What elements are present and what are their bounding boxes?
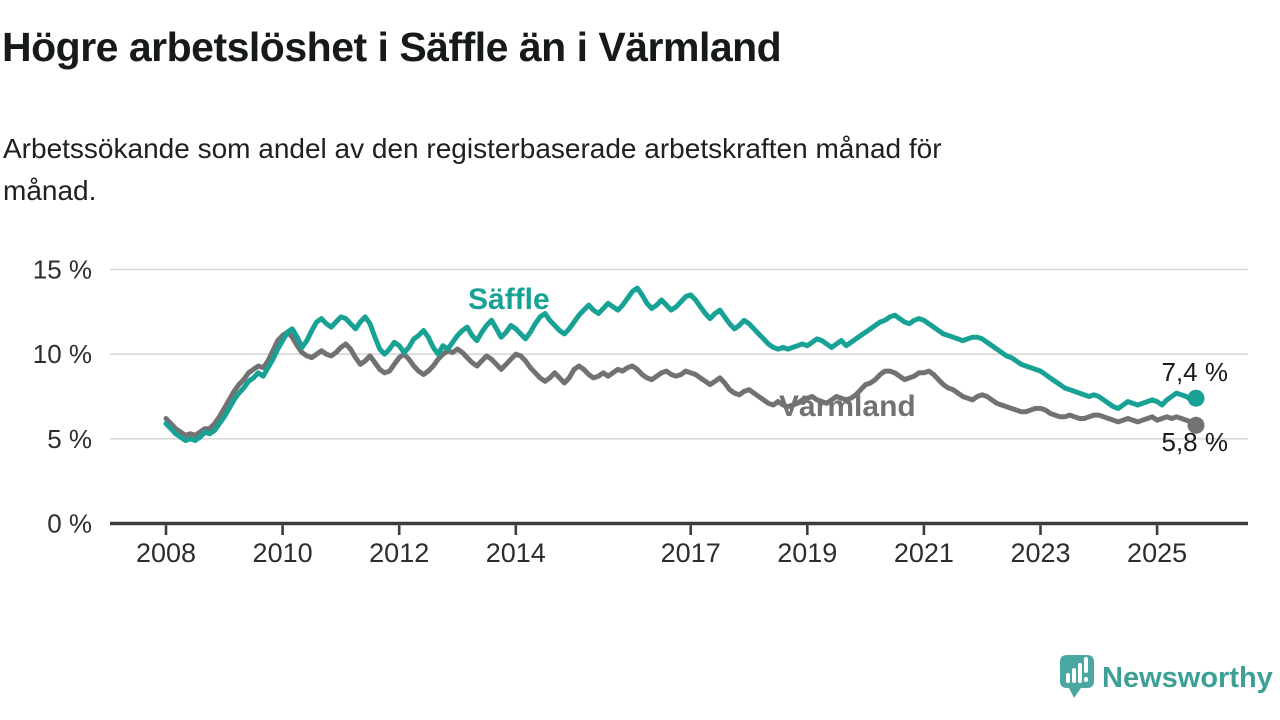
x-axis-tick-label: 2008	[136, 538, 196, 568]
x-axis-tick-label: 2012	[369, 538, 429, 568]
säffle-end-dot	[1187, 389, 1205, 407]
x-axis-tick-label: 2021	[894, 538, 954, 568]
y-axis-tick-label: 5 %	[47, 424, 92, 454]
logo-bar-chart-glyph	[1066, 657, 1088, 683]
saffle-line	[163, 285, 1199, 443]
varmland-series-label: Värmland	[779, 390, 916, 423]
newsworthy-speech-bubble-bar-chart-icon	[1060, 655, 1094, 698]
newsworthy-logo: Newsworthy	[1060, 655, 1273, 698]
chart-subtitle: Arbetssökande som andel av den registerb…	[3, 128, 942, 212]
chart-subtitle-line-1: Arbetssökande som andel av den registerb…	[3, 133, 942, 164]
y-axis-tick-label: 0 %	[47, 509, 92, 539]
saffle-end-value-label: 7,4 %	[1162, 357, 1229, 387]
värmland-end-dot	[1187, 416, 1205, 434]
varmland-end-value-label: 5,8 %	[1162, 427, 1229, 457]
x-axis-tick-label: 2017	[661, 538, 721, 568]
series-end-dots	[1187, 389, 1205, 434]
y-axis-tick-label: 10 %	[33, 339, 92, 369]
x-axis-tick-label: 2019	[777, 538, 837, 568]
x-axis-tick-label: 2025	[1127, 538, 1187, 568]
saffle-series-label: Säffle	[468, 283, 550, 316]
newsworthy-logo-text: Newsworthy	[1102, 662, 1273, 694]
chart-title: Högre arbetslöshet i Säffle än i Värmlan…	[2, 24, 782, 70]
x-axis-tick-label: 2014	[486, 538, 546, 568]
x-axis-tick-label: 2010	[253, 538, 313, 568]
x-axis-tick-label: 2023	[1010, 538, 1070, 568]
chart-subtitle-line-2: månad.	[3, 175, 97, 206]
x-axis: 2008 2010 2012 2014 2017 2019 2021 2023 2025	[110, 521, 1248, 568]
y-axis-tick-label: 15 %	[33, 255, 92, 285]
gridlines-and-y-axis-labels: 0 % 5 % 10 % 15 %	[33, 255, 1248, 539]
varmland-line	[163, 329, 1199, 438]
